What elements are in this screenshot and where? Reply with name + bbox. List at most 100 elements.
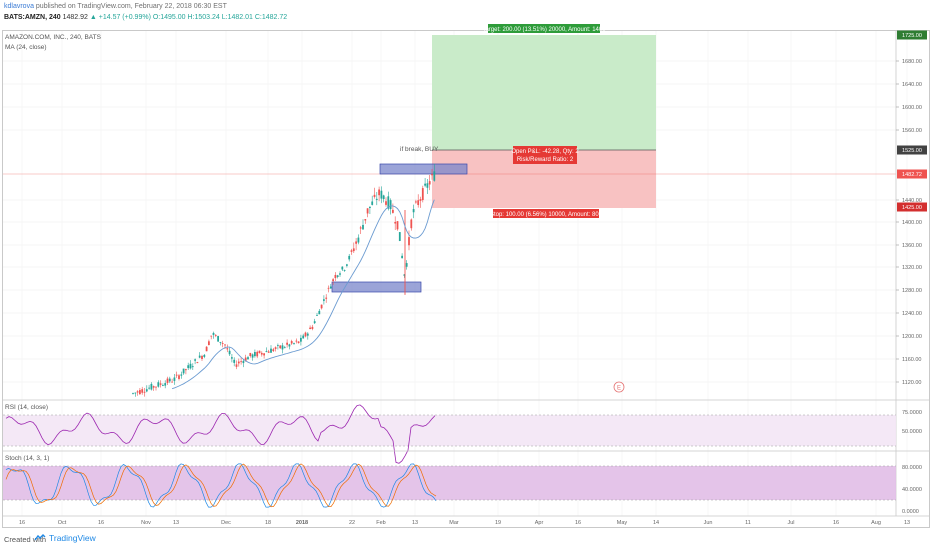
main-pane-title: AMAZON.COM, INC., 240, BATS	[5, 34, 101, 41]
candle-body	[155, 386, 157, 388]
tradingview-logo-icon	[34, 534, 46, 541]
footer: Created with TradingView	[0, 530, 932, 550]
candle-body	[237, 361, 240, 364]
candle-body	[205, 346, 208, 352]
price-tick-label: 1320.00	[902, 265, 922, 271]
candle-body	[212, 332, 215, 335]
author-link[interactable]: kdlavrova	[4, 3, 34, 10]
candle-body	[208, 341, 210, 346]
publish-info: kdlavrova published on TradingView.com, …	[4, 3, 227, 10]
candle-body	[173, 377, 176, 381]
candle-body	[325, 297, 328, 299]
candle-body	[359, 227, 362, 229]
candle-body	[357, 237, 360, 243]
candle-body	[274, 347, 277, 349]
candle-body	[150, 383, 153, 390]
time-tick-label: 13	[412, 520, 418, 526]
chart-frame[interactable]	[2, 30, 930, 528]
candle-body	[366, 208, 369, 214]
time-tick-label: Oct	[58, 520, 67, 526]
candle-body	[371, 201, 374, 205]
price-tag-label: 1725.00	[902, 33, 922, 39]
candle-body	[327, 287, 330, 289]
support-box[interactable]	[331, 281, 422, 293]
open-pnl-box	[513, 146, 577, 164]
candle-body	[375, 198, 378, 200]
candle-body	[171, 381, 173, 383]
candle-body	[311, 326, 314, 329]
candle-body	[283, 347, 286, 349]
time-tick-label: Jul	[787, 520, 794, 526]
candle-body	[185, 369, 187, 371]
candle-body	[228, 350, 231, 355]
candle-body	[152, 386, 155, 388]
candle-body	[164, 383, 167, 386]
candle-body	[426, 183, 429, 188]
created-with-text: Created with	[4, 535, 47, 544]
price-tick-label: 1240.00	[902, 311, 922, 317]
stoch-k-line	[5, 463, 437, 508]
candle-body	[350, 250, 353, 252]
candle-body	[394, 221, 397, 224]
candle-body	[226, 348, 229, 350]
candle-body	[288, 344, 291, 347]
time-tick-label: Apr	[535, 520, 544, 526]
symbol-name[interactable]: BATS:AMZN, 240	[4, 14, 61, 21]
target-label: Target: 200.00 (13.51%) 20000, Amount: 1…	[482, 27, 606, 33]
candle-body	[162, 385, 164, 386]
candle-body	[136, 391, 139, 393]
candle-body	[233, 359, 236, 363]
candle-body	[194, 359, 196, 361]
candle-body	[318, 310, 321, 315]
time-tick-label: May	[617, 520, 628, 526]
candle-body	[182, 368, 185, 374]
candle-body	[279, 345, 282, 349]
candle-body	[408, 237, 410, 246]
candle-body	[355, 241, 357, 244]
candle-body	[166, 378, 169, 383]
candle-body	[281, 345, 284, 350]
candle-body	[300, 337, 302, 342]
candle-body	[256, 351, 259, 357]
tradingview-brand-label: TradingView	[49, 533, 96, 543]
price-tag-label: 1425.00	[902, 205, 922, 211]
price-tick-label: 1160.00	[902, 357, 921, 363]
resistance-box[interactable]	[379, 163, 468, 175]
candle-body	[323, 299, 325, 301]
tradingview-brand[interactable]: TradingView	[34, 533, 96, 543]
candle-body	[272, 349, 275, 352]
price-tag-label: 1482.72	[902, 172, 922, 178]
candle-body	[343, 270, 346, 271]
ma-legend[interactable]: MA (24, close)	[5, 44, 47, 51]
last-price: 1482.92	[62, 14, 88, 21]
candle-body	[217, 336, 219, 342]
price-axis[interactable]: 1680.00 1640.00 1600.00 1560.00 1440.00 1400.…	[896, 30, 927, 516]
stoch-legend[interactable]: Stoch (14, 3, 1)	[5, 455, 50, 462]
time-tick-label: 16	[575, 520, 581, 526]
candle-body	[134, 392, 137, 394]
candle-body	[201, 355, 203, 360]
candle-body	[143, 391, 146, 393]
candle-body	[148, 387, 150, 389]
candle-body	[419, 199, 422, 201]
risk-reward-label: Risk/Reward Ratio: 2	[517, 157, 574, 163]
symbol-info: BATS:AMZN, 240 1482.92 ▲ +14.57 (+0.99%)…	[4, 14, 287, 21]
price-tick-label: 1640.00	[902, 82, 922, 88]
time-tick-label: Dec	[221, 520, 231, 526]
rsi-tick-label: 75.0000	[902, 410, 922, 416]
candle-body	[373, 194, 376, 197]
rsi-legend[interactable]: RSI (14, close)	[5, 404, 48, 411]
candle-body	[219, 342, 222, 343]
time-tick-label: 22	[349, 520, 355, 526]
annotation-text[interactable]: if break, BUY	[400, 146, 439, 153]
time-axis[interactable]: 16 Oct 16 Nov 13 Dec 18 2018 22 Feb 13 Mar 19 Apr 16 Ma…	[19, 520, 910, 526]
time-tick-label: 2018	[296, 520, 308, 526]
price-tag-label: 1525.00	[902, 148, 922, 154]
candle-body	[198, 355, 201, 358]
candle-body	[254, 351, 256, 357]
candle-body	[221, 343, 224, 344]
time-tick-label: Jun	[704, 520, 713, 526]
earnings-marker[interactable]	[613, 381, 625, 393]
target-zone[interactable]	[432, 35, 656, 150]
